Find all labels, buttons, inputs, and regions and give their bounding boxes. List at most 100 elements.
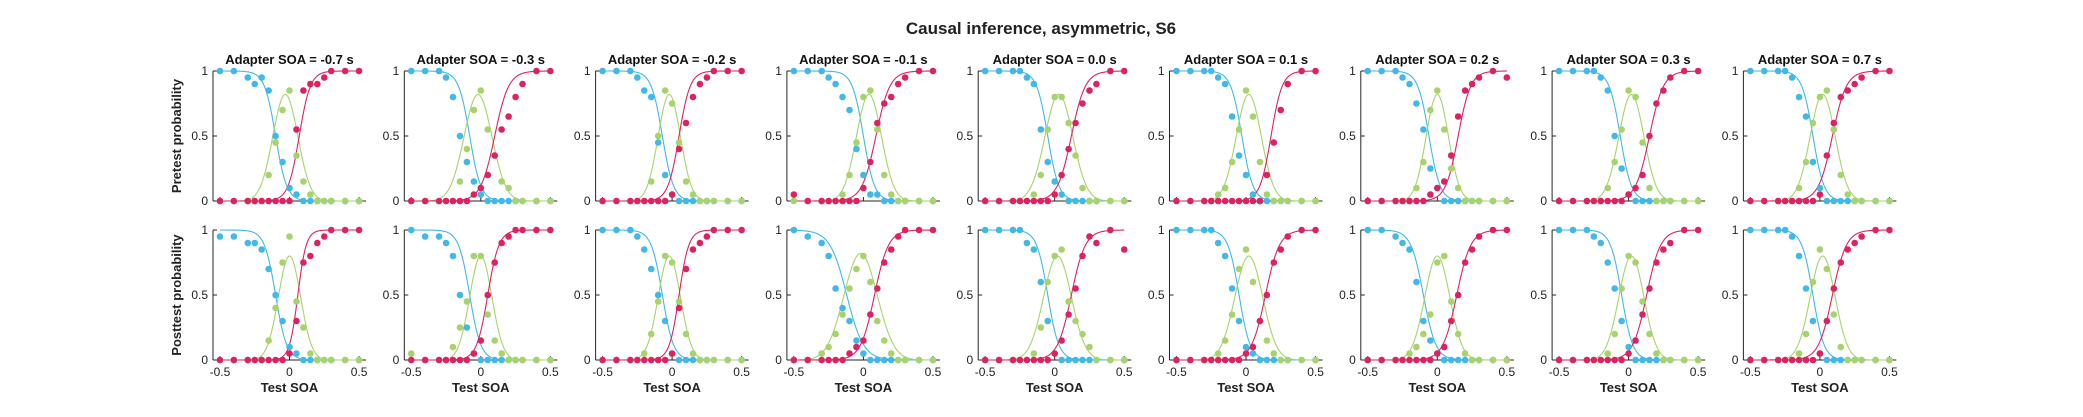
x-tick-label: 0.5 — [1881, 365, 1898, 379]
data-point-late — [682, 265, 690, 273]
data-point-late — [1235, 197, 1243, 205]
data-point-early — [689, 356, 697, 364]
data-point-late — [915, 67, 923, 75]
data-point-late — [355, 67, 363, 75]
data-point-simultaneous — [1120, 197, 1128, 205]
fit-curve-late — [411, 229, 551, 361]
data-point-late — [647, 197, 655, 205]
data-point-late — [1837, 93, 1845, 101]
data-point-simultaneous — [703, 356, 711, 364]
data-point-simultaneous — [710, 356, 718, 364]
data-point-late — [1378, 356, 1385, 364]
data-point-simultaneous — [314, 197, 321, 205]
data-point-simultaneous — [724, 356, 732, 364]
data-point-simultaneous — [1886, 197, 1893, 205]
data-point-late — [1618, 356, 1625, 364]
data-point-early — [874, 191, 881, 198]
y-tick-label: 0.5 — [765, 129, 782, 143]
x-tick-label: 0 — [669, 365, 676, 379]
data-point-early — [1079, 356, 1086, 364]
data-point-early — [435, 233, 443, 240]
data-point-early — [1023, 74, 1031, 81]
data-point-simultaneous — [1489, 356, 1497, 364]
data-point-simultaneous — [839, 311, 846, 318]
data-point-early — [251, 239, 259, 247]
y-axis-label: Pretest probability — [169, 78, 184, 193]
data-point-early — [1653, 356, 1660, 364]
data-point-early — [293, 191, 300, 198]
data-point-early — [1604, 87, 1612, 94]
data-point-simultaneous — [265, 337, 272, 344]
data-point-early — [1461, 356, 1469, 364]
data-point-simultaneous — [825, 343, 832, 351]
data-point-early — [300, 197, 307, 205]
data-point-late — [286, 197, 293, 205]
y-tick-label: 0 — [393, 353, 400, 367]
data-point-simultaneous — [547, 356, 554, 364]
data-point-late — [1406, 197, 1413, 205]
data-point-simultaneous — [1427, 106, 1434, 114]
y-tick-label: 1 — [393, 64, 400, 78]
data-point-early — [1065, 356, 1072, 364]
data-point-simultaneous — [874, 317, 881, 325]
data-point-simultaneous — [1277, 197, 1285, 205]
data-point-late — [1440, 343, 1448, 351]
data-point-early — [790, 67, 798, 75]
data-point-simultaneous — [846, 285, 853, 292]
data-point-simultaneous — [512, 197, 519, 205]
data-point-late — [1207, 197, 1215, 205]
data-point-early — [442, 74, 450, 81]
data-point-simultaneous — [1475, 356, 1483, 364]
data-point-late — [1475, 233, 1483, 240]
fit-curve-late — [1750, 229, 1890, 361]
x-tick-label: 0 — [286, 365, 293, 379]
data-point-simultaneous — [456, 324, 464, 331]
data-point-early — [1583, 226, 1591, 234]
y-tick-label: 0.5 — [1148, 288, 1165, 302]
x-tick-label: 0 — [1051, 365, 1058, 379]
data-point-early — [1781, 67, 1789, 75]
data-point-early — [484, 197, 492, 205]
data-point-simultaneous — [1503, 356, 1511, 364]
data-point-early — [846, 317, 853, 325]
data-point-late — [279, 197, 286, 205]
data-point-early — [661, 171, 669, 179]
data-point-early — [293, 350, 300, 357]
data-point-simultaneous — [1475, 197, 1483, 205]
data-point-early — [1447, 197, 1455, 205]
data-point-early — [258, 246, 265, 253]
data-point-late — [1503, 226, 1511, 234]
y-tick-label: 1 — [1349, 223, 1356, 237]
data-point-simultaneous — [1086, 197, 1093, 205]
data-point-late — [1107, 226, 1114, 234]
data-point-late — [1079, 252, 1086, 260]
data-point-simultaneous — [1604, 350, 1612, 357]
data-point-late — [1830, 119, 1838, 127]
data-point-early — [995, 67, 1003, 75]
data-point-early — [1830, 356, 1838, 364]
data-point-early — [230, 67, 238, 75]
data-point-late — [867, 158, 874, 166]
data-point-late — [258, 197, 265, 205]
data-point-early — [1235, 152, 1243, 159]
data-point-late — [1694, 67, 1702, 75]
y-tick-label: 0 — [1732, 194, 1739, 208]
data-point-late — [341, 67, 349, 75]
data-point-simultaneous — [1809, 278, 1817, 286]
data-point-simultaneous — [300, 178, 307, 185]
data-point-simultaneous — [470, 252, 478, 260]
data-point-simultaneous — [1427, 311, 1434, 318]
panel-pre-8: 0 0.5 1 Adapter SOA = 0.7 s — [1722, 52, 1897, 208]
data-point-late — [710, 226, 718, 234]
data-point-late — [1277, 246, 1285, 253]
data-point-late — [853, 343, 860, 351]
data-point-simultaneous — [355, 356, 363, 364]
data-point-early — [286, 343, 293, 351]
data-point-late — [1489, 226, 1497, 234]
data-point-simultaneous — [661, 252, 669, 260]
y-tick-label: 0 — [1158, 353, 1165, 367]
data-point-simultaneous — [1872, 356, 1879, 364]
data-point-late — [407, 356, 415, 364]
